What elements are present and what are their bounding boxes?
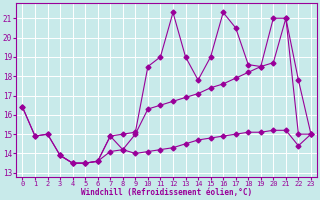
X-axis label: Windchill (Refroidissement éolien,°C): Windchill (Refroidissement éolien,°C) <box>81 188 252 197</box>
